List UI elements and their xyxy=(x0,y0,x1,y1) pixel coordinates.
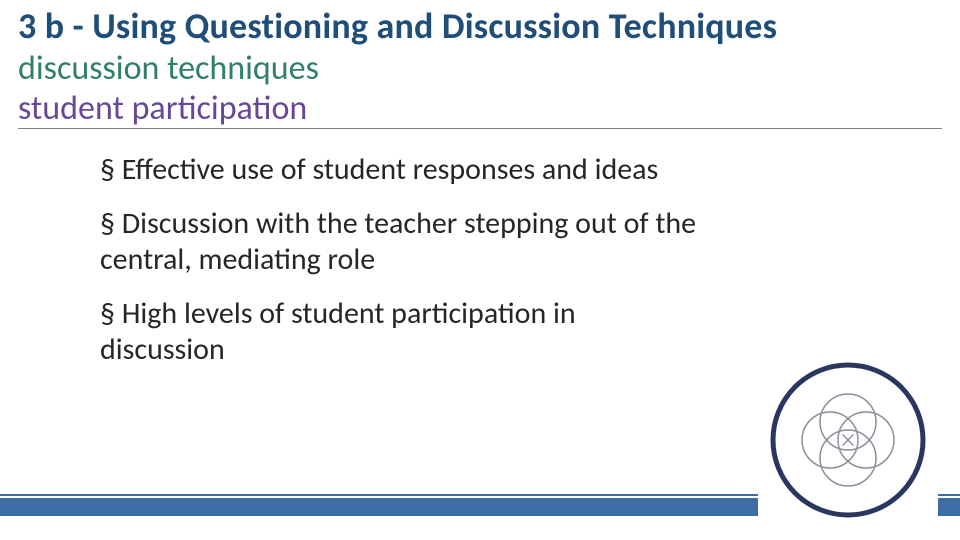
title-divider xyxy=(18,128,942,129)
slide: 3 b - Using Questioning and Discussion T… xyxy=(0,0,960,540)
bullet-item: § Effective use of student responses and… xyxy=(100,152,700,188)
subtitle-student-participation: student participation xyxy=(18,88,307,129)
slide-title: 3 b - Using Questioning and Discussion T… xyxy=(18,4,777,48)
bullet-item: § Discussion with the teacher stepping o… xyxy=(100,206,700,278)
venn-logo xyxy=(758,350,938,530)
subtitle-discussion-techniques: discussion techniques xyxy=(18,48,319,89)
bullet-item: § High levels of student participation i… xyxy=(100,296,700,368)
bullet-list: § Effective use of student responses and… xyxy=(100,152,700,386)
venn-logo-icon xyxy=(763,355,933,525)
